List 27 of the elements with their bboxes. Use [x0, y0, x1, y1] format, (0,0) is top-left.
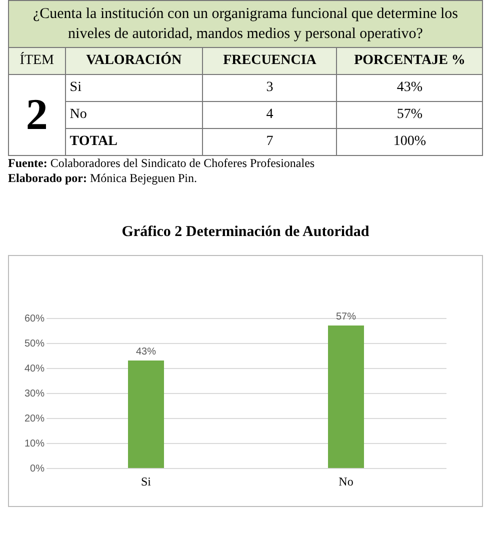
text: ÍTEM: [8, 48, 66, 74]
text: 4: [202, 102, 337, 128]
chart-subtitle: ¿Cuenta la institución con un organigrama funcional que determine los niveles de autoridad, mandos medios y personal operativo?: [8, 0, 482, 48]
text: 2: [8, 74, 66, 156]
text: Elaborado por: Mónica Bejeguen Pin.: [8, 171, 198, 186]
text: FRECUENCIA: [202, 48, 337, 74]
data-label: 57%: [336, 312, 356, 322]
data-label: 43%: [136, 346, 156, 358]
text: Si: [65, 74, 203, 102]
text: 7: [202, 128, 337, 156]
y-tick-label: 0%: [30, 464, 45, 474]
y-tick-label: 40%: [24, 364, 45, 374]
chart-title: Gráfico 2 Determinación de Autoridad: [120, 224, 370, 241]
source-note: Fuente: Colaboradores del Sindicato de Choferes Profesionales: [8, 156, 316, 171]
y-tick-label: 30%: [24, 388, 45, 400]
text: 43%: [336, 74, 482, 102]
y-tick-label: 10%: [24, 438, 45, 450]
text: 3: [202, 74, 337, 102]
text: VALORACIÓN: [65, 48, 203, 74]
text: PORCENTAJE %: [336, 48, 482, 74]
y-tick-label: 50%: [24, 338, 45, 350]
text: 100%: [336, 128, 482, 156]
text: 57%: [336, 102, 482, 128]
y-tick-label: 20%: [24, 414, 45, 424]
text: No: [65, 102, 203, 128]
text: TOTAL: [65, 128, 203, 156]
y-tick-label: 60%: [24, 314, 45, 324]
